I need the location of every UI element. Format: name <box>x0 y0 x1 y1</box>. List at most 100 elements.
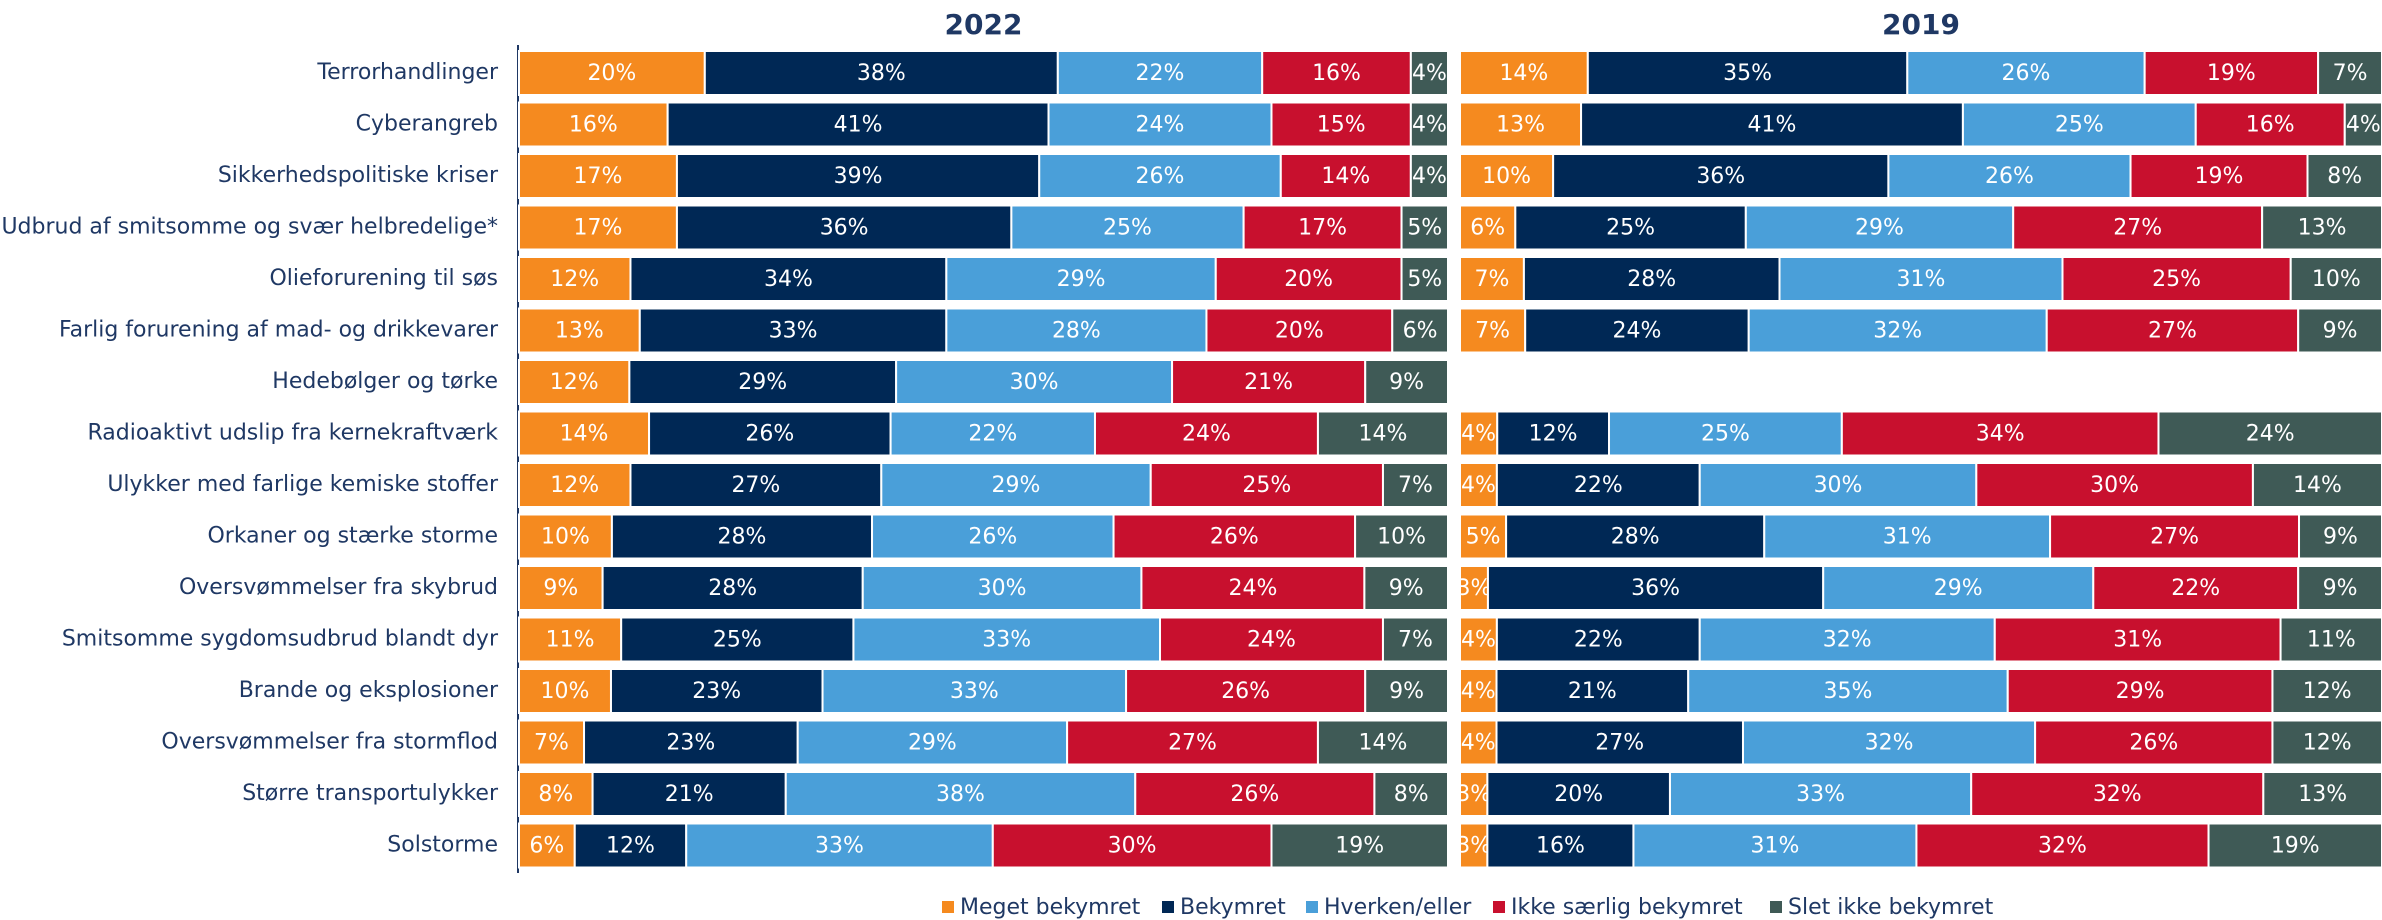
bar-segment <box>1608 410 1843 457</box>
value-label: 39% <box>834 164 883 189</box>
value-label: 41% <box>834 113 883 138</box>
bar-segment <box>2045 307 2300 354</box>
bar-segment <box>2049 513 2301 560</box>
value-label: 4% <box>1461 731 1496 756</box>
value-label: 7% <box>1398 473 1433 498</box>
value-label: 33% <box>1796 782 1845 807</box>
bar-segment <box>1316 410 1449 457</box>
value-label: 24% <box>1228 576 1277 601</box>
value-label: 28% <box>1627 267 1676 292</box>
bar-segment <box>1363 565 1450 611</box>
bar-segment <box>1459 771 1489 817</box>
bar-segment <box>1552 153 1890 199</box>
bar-segment <box>1961 101 2197 148</box>
value-label: 27% <box>2113 216 2162 241</box>
value-label: 7% <box>1398 628 1433 653</box>
value-label: 8% <box>1394 782 1429 807</box>
bar-segment <box>2157 410 2382 457</box>
value-label: 26% <box>968 525 1017 550</box>
bar-segment <box>1391 307 1450 354</box>
value-label: 20% <box>1284 267 1333 292</box>
value-label: 4% <box>1461 679 1496 704</box>
bar-segment <box>2297 307 2382 354</box>
bar-segment <box>2129 153 2309 199</box>
value-label: 32% <box>1873 319 1922 344</box>
value-label: 9% <box>543 576 578 601</box>
value-label: 30% <box>1108 834 1157 859</box>
value-label: 32% <box>2038 834 2087 859</box>
value-label: 26% <box>1230 782 1279 807</box>
value-label: 10% <box>541 525 590 550</box>
value-label: 4% <box>1412 164 1447 189</box>
value-label: 25% <box>713 628 762 653</box>
value-label: 28% <box>708 576 757 601</box>
value-label: 12% <box>550 473 599 498</box>
value-label: 26% <box>2002 61 2051 86</box>
value-label: 26% <box>2129 731 2178 756</box>
bar-segment <box>2207 822 2382 869</box>
bar-segment <box>2306 153 2382 199</box>
value-label: 32% <box>1823 628 1872 653</box>
value-label: 19% <box>1335 834 1384 859</box>
value-label: 24% <box>1612 319 1661 344</box>
bar-segment <box>2271 719 2382 766</box>
value-label: 22% <box>1574 628 1623 653</box>
bar-segment <box>573 822 688 869</box>
bar-segment <box>1580 101 1964 148</box>
value-label: 5% <box>1407 267 1442 292</box>
bar-segment <box>1354 513 1449 560</box>
value-label: 5% <box>1407 216 1442 241</box>
bar-segment <box>2317 50 2382 96</box>
value-label: 4% <box>1461 473 1496 498</box>
value-label: 34% <box>1976 422 2025 447</box>
bar-segment <box>796 719 1069 766</box>
bar-segment <box>945 256 1217 302</box>
value-label: 7% <box>534 731 569 756</box>
value-label: 16% <box>1536 834 1585 859</box>
category-label: Oversvømmelser fra skybrud <box>179 575 498 600</box>
value-label: 29% <box>738 370 787 395</box>
value-label: 21% <box>665 782 714 807</box>
value-label: 6% <box>1403 319 1438 344</box>
category-label: Terrorhandlinger <box>316 60 499 85</box>
bar-segment <box>852 616 1162 663</box>
value-label: 5% <box>1466 525 1501 550</box>
value-label: 35% <box>1723 61 1772 86</box>
value-label: 31% <box>2113 628 2162 653</box>
value-label: 10% <box>1377 525 1426 550</box>
bar-segment <box>518 616 623 663</box>
bar-segment <box>1495 719 1744 766</box>
value-label: 4% <box>1461 628 1496 653</box>
legend-swatch <box>942 901 954 913</box>
value-label: 9% <box>1389 576 1424 601</box>
bar-segment <box>518 719 586 766</box>
value-label: 12% <box>606 834 655 859</box>
bar-segment <box>1242 204 1403 251</box>
bar-segment <box>889 410 1096 457</box>
bar-segment <box>1744 204 2015 251</box>
bar-segment <box>1975 462 2254 508</box>
value-label: 13% <box>2298 216 2347 241</box>
value-label: 38% <box>857 61 906 86</box>
bar-segment <box>895 359 1174 405</box>
value-label: 26% <box>1221 679 1270 704</box>
value-label: 22% <box>2171 576 2220 601</box>
bar-segment <box>518 771 594 817</box>
value-label: 9% <box>1389 370 1424 395</box>
value-label: 22% <box>1136 61 1185 86</box>
value-label: 7% <box>1474 267 1509 292</box>
bar-segment <box>784 771 1137 817</box>
value-label: 16% <box>569 113 618 138</box>
value-label: 19% <box>2207 61 2256 86</box>
bar-segment <box>2261 204 2382 251</box>
bar-segment <box>610 513 874 560</box>
legend-label: Meget bekymret <box>960 895 1141 920</box>
value-label: 10% <box>2312 267 2361 292</box>
value-label: 25% <box>2152 267 2201 292</box>
bar-segment <box>1486 771 1671 817</box>
category-label: Smitsomme sygdomsudbrud blandt dyr <box>62 627 499 652</box>
bar-segment <box>2012 204 2264 251</box>
category-label: Udbrud af smitsomme og svær helbredelige… <box>1 215 498 240</box>
bar-segment <box>1459 410 1499 457</box>
